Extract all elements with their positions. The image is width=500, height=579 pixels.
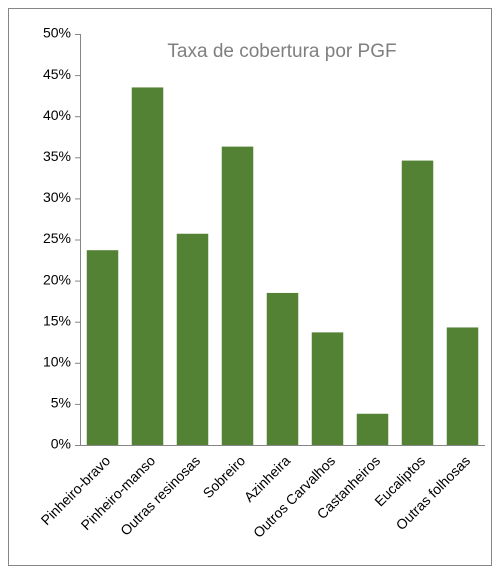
- bar: [86, 250, 119, 445]
- y-tick-label: 20%: [43, 271, 71, 287]
- y-tick-label: 40%: [43, 107, 71, 123]
- y-tick-label: 0%: [51, 436, 71, 452]
- bar: [176, 233, 209, 445]
- bar: [356, 413, 389, 445]
- y-tick-label: 25%: [43, 230, 71, 246]
- chart-title: Taxa de cobertura por PGF: [167, 41, 396, 62]
- y-tick-label: 45%: [43, 66, 71, 82]
- y-tick-label: 30%: [43, 189, 71, 205]
- y-tick-label: 15%: [43, 312, 71, 328]
- y-tick-label: 10%: [43, 354, 71, 370]
- bar: [446, 327, 479, 445]
- bar: [401, 160, 434, 445]
- y-tick-label: 35%: [43, 148, 71, 164]
- bar: [131, 87, 164, 446]
- y-tick-label: 5%: [51, 395, 71, 411]
- bar: [266, 292, 299, 445]
- y-tick-label: 50%: [43, 25, 71, 41]
- bar: [311, 332, 344, 445]
- bar: [221, 146, 254, 445]
